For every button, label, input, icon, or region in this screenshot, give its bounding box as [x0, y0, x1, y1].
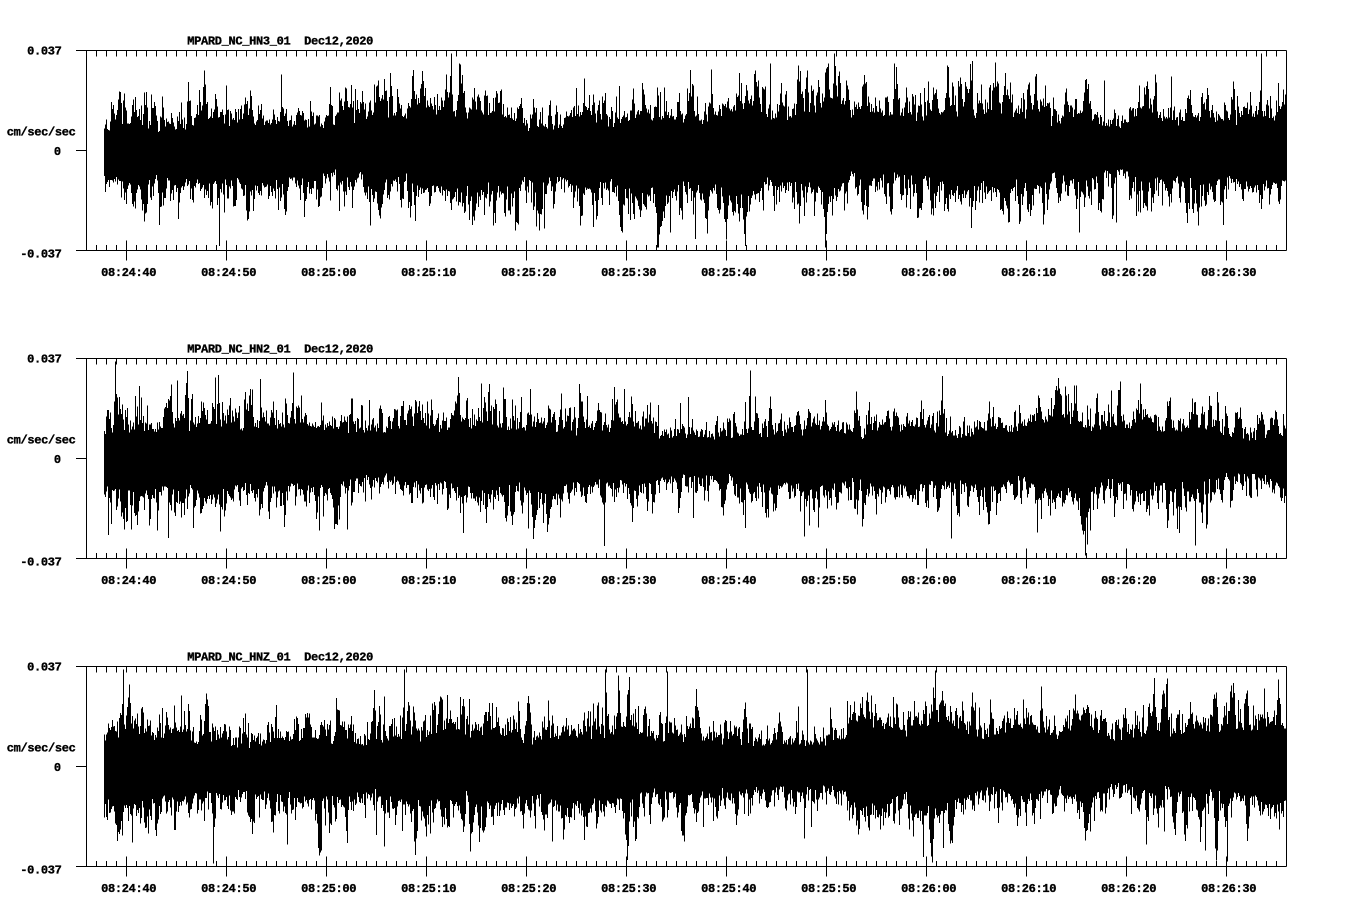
svg-text:08:26:00: 08:26:00 [901, 266, 956, 280]
svg-text:08:25:00: 08:25:00 [301, 266, 356, 280]
svg-text:08:26:30: 08:26:30 [1201, 574, 1256, 588]
svg-text:08:25:00: 08:25:00 [301, 882, 356, 896]
svg-text:08:25:20: 08:25:20 [501, 574, 556, 588]
svg-text:cm/sec/sec: cm/sec/sec [7, 742, 76, 756]
svg-text:08:25:40: 08:25:40 [701, 574, 756, 588]
svg-text:08:25:40: 08:25:40 [701, 882, 756, 896]
svg-text:08:26:20: 08:26:20 [1101, 266, 1156, 280]
svg-text:-0.037: -0.037 [20, 864, 61, 878]
svg-text:0: 0 [54, 761, 61, 775]
svg-text:08:26:00: 08:26:00 [901, 574, 956, 588]
svg-text:MPARD_NC_HN3_01 Dec12,2020: MPARD_NC_HN3_01 Dec12,2020 [187, 34, 373, 48]
svg-text:0.037: 0.037 [27, 661, 62, 675]
svg-text:0.037: 0.037 [27, 45, 62, 59]
svg-text:0: 0 [54, 145, 61, 159]
svg-text:08:25:50: 08:25:50 [801, 882, 856, 896]
svg-text:cm/sec/sec: cm/sec/sec [7, 126, 76, 140]
svg-text:08:26:00: 08:26:00 [901, 882, 956, 896]
svg-text:08:24:40: 08:24:40 [101, 266, 156, 280]
svg-text:08:25:20: 08:25:20 [501, 882, 556, 896]
svg-text:08:26:30: 08:26:30 [1201, 882, 1256, 896]
svg-text:08:26:30: 08:26:30 [1201, 266, 1256, 280]
svg-text:08:25:00: 08:25:00 [301, 574, 356, 588]
svg-text:08:26:10: 08:26:10 [1001, 266, 1056, 280]
svg-text:08:25:10: 08:25:10 [401, 574, 456, 588]
svg-text:MPARD_NC_HNZ_01 Dec12,2020: MPARD_NC_HNZ_01 Dec12,2020 [187, 650, 373, 664]
svg-text:-0.037: -0.037 [20, 556, 61, 570]
svg-text:08:24:50: 08:24:50 [201, 266, 256, 280]
svg-text:08:26:20: 08:26:20 [1101, 574, 1156, 588]
svg-text:08:25:20: 08:25:20 [501, 266, 556, 280]
svg-text:08:24:40: 08:24:40 [101, 882, 156, 896]
svg-text:cm/sec/sec: cm/sec/sec [7, 434, 76, 448]
svg-text:08:24:50: 08:24:50 [201, 574, 256, 588]
svg-text:08:26:20: 08:26:20 [1101, 882, 1156, 896]
svg-text:08:25:40: 08:25:40 [701, 266, 756, 280]
svg-text:0.037: 0.037 [27, 353, 62, 367]
svg-text:08:25:30: 08:25:30 [601, 266, 656, 280]
svg-text:08:25:10: 08:25:10 [401, 882, 456, 896]
svg-text:08:25:10: 08:25:10 [401, 266, 456, 280]
svg-text:08:25:50: 08:25:50 [801, 574, 856, 588]
svg-text:08:25:50: 08:25:50 [801, 266, 856, 280]
svg-text:08:26:10: 08:26:10 [1001, 882, 1056, 896]
svg-text:-0.037: -0.037 [20, 248, 61, 262]
svg-text:08:24:40: 08:24:40 [101, 574, 156, 588]
svg-text:08:24:50: 08:24:50 [201, 882, 256, 896]
svg-text:0: 0 [54, 453, 61, 467]
svg-text:MPARD_NC_HN2_01 Dec12,2020: MPARD_NC_HN2_01 Dec12,2020 [187, 342, 373, 356]
svg-text:08:25:30: 08:25:30 [601, 882, 656, 896]
svg-text:08:26:10: 08:26:10 [1001, 574, 1056, 588]
svg-text:08:25:30: 08:25:30 [601, 574, 656, 588]
